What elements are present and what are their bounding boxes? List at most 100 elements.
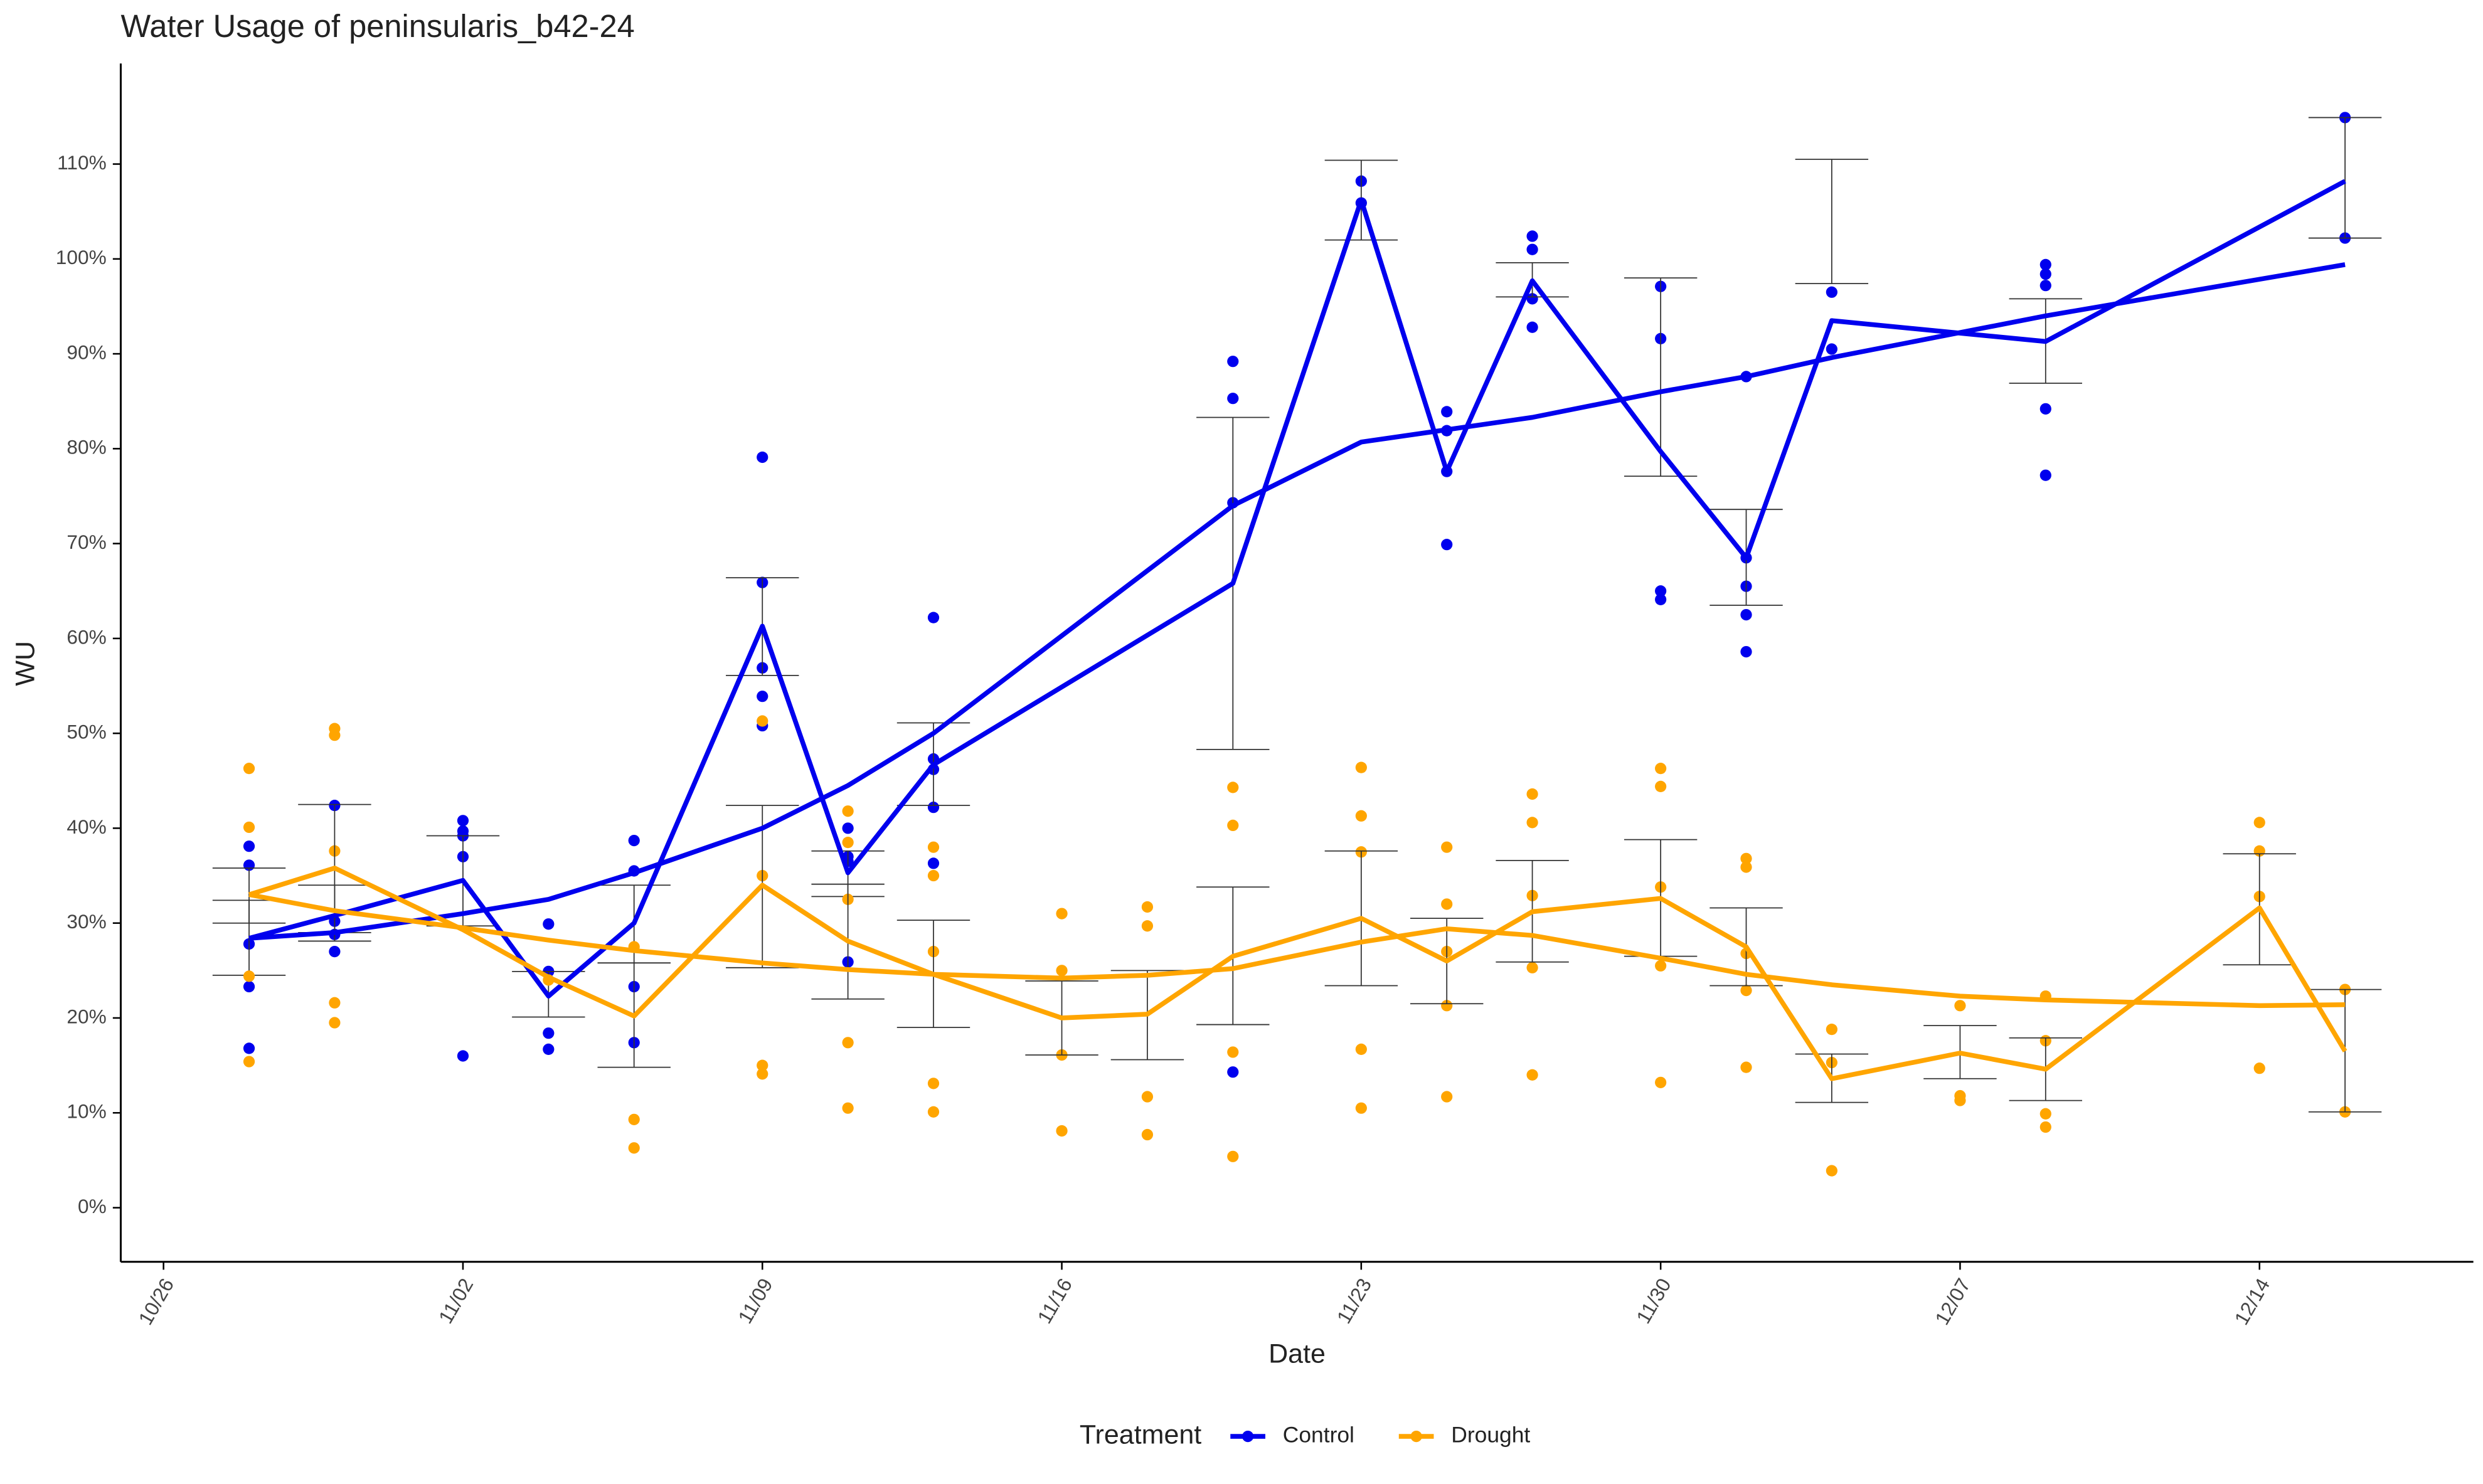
observation-point [1141,920,1154,932]
observation-point [1526,788,1538,800]
observation-point [2039,268,2051,280]
observation-point [628,834,640,847]
observation-point [1056,965,1068,977]
observation-point [1655,1076,1667,1088]
observation-point [1441,841,1453,853]
observation-point [1441,898,1453,910]
legend-title: Treatment [1080,1419,1201,1450]
observation-point [329,1017,341,1029]
observation-point [1655,585,1667,597]
observation-point [757,1068,768,1080]
y-tick-label: 100% [56,246,107,268]
observation-point [2039,1108,2051,1120]
observation-point [2253,817,2265,829]
observation-point [1227,356,1239,368]
observation-point [757,1059,768,1071]
observation-point [543,1043,555,1056]
observation-point [1056,1125,1068,1137]
observation-point [927,802,940,814]
observation-point [628,1142,640,1154]
observation-point [2039,1121,2051,1133]
y-tick-label: 50% [66,721,106,743]
observation-point [329,997,341,1009]
observation-point [757,691,768,702]
observation-point [1141,1091,1154,1103]
y-tick-label: 0% [78,1195,107,1217]
observation-point [1141,1128,1154,1141]
y-tick-label: 110% [57,151,107,174]
observation-point [842,822,854,834]
observation-point [243,1042,255,1054]
observation-point [329,945,341,958]
observation-point [1740,852,1752,864]
observation-point [1526,321,1538,333]
observation-point [543,918,555,930]
observation-point [1740,1061,1752,1073]
observation-point [1740,645,1752,658]
observation-point [1441,406,1453,418]
y-tick-label: 90% [66,341,106,363]
observation-point [1227,819,1239,832]
observation-point [1526,817,1538,829]
observation-point [1056,908,1068,920]
observation-point [243,980,255,993]
observation-point [1740,861,1752,873]
observation-point [2039,258,2051,271]
observation-point [927,612,940,623]
observation-point [1826,1165,1837,1177]
chart-title: Water Usage of peninsularis_b42-24 [120,8,634,44]
observation-point [1954,1094,1966,1106]
observation-point [457,815,469,827]
y-axis-label: WU [11,641,41,686]
observation-point [1526,293,1538,305]
observation-point [2039,280,2051,292]
observation-point [1355,1102,1367,1114]
observation-point [1526,243,1538,255]
observation-point [1355,761,1367,773]
observation-point [543,1027,555,1039]
y-tick-label: 30% [66,910,106,933]
observation-point [243,763,255,775]
observation-point [1355,810,1367,822]
observation-point [927,869,940,882]
observation-point [1740,608,1752,621]
error-bar [1624,277,1698,477]
observation-point [1655,780,1667,792]
observation-point [1355,1043,1367,1056]
observation-point [243,840,255,852]
observation-point [1954,1000,1966,1012]
observation-point [927,1078,940,1089]
legend-swatch-point [1242,1430,1254,1443]
observation-point [1655,960,1667,972]
mean-line [248,179,2346,999]
y-tick-label: 40% [66,815,106,838]
observation-point [927,841,940,853]
observation-point [2039,403,2051,415]
observation-point [1655,593,1667,605]
legend-label: Control [1283,1422,1354,1447]
observation-point [1441,539,1453,551]
observation-point [842,805,854,817]
observation-point [2039,469,2051,481]
observation-point [757,451,768,464]
observation-point [457,1050,469,1062]
observation-point [1655,763,1667,775]
observation-point [1441,1000,1453,1012]
observation-point [1227,782,1239,793]
observation-point [1740,984,1752,997]
observation-point [1526,230,1538,242]
observation-point [1227,393,1239,405]
observation-point [1441,1091,1453,1103]
observation-point [1227,1046,1239,1058]
observation-point [2253,1063,2265,1074]
legend-swatch-point [1410,1430,1422,1443]
error-bar [2308,117,2382,239]
observation-point [243,1056,255,1068]
observation-point [927,1106,940,1118]
observation-point [927,857,940,869]
mean-line [248,866,2347,1081]
observation-point [243,821,255,834]
